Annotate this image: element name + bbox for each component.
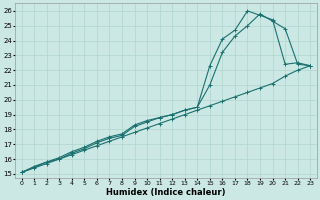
X-axis label: Humidex (Indice chaleur): Humidex (Indice chaleur) (106, 188, 226, 197)
